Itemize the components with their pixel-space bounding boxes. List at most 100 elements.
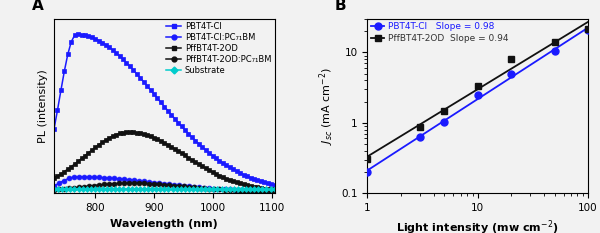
PffBT4T-2OD [102, 139, 109, 141]
Substrate [91, 188, 98, 190]
PBT4T-Cl:PC₇₁BM [95, 176, 103, 179]
PBT4T-Cl:PC₇₁BM [196, 186, 203, 189]
Legend: PBT4T-Cl, PBT4T-Cl:PC₇₁BM, PffBT4T-2OD, PffBT4T-2OD:PC₇₁BM, Substrate: PBT4T-Cl, PBT4T-Cl:PC₇₁BM, PffBT4T-2OD, … [166, 21, 272, 76]
PffBT4T-2OD:PC₇₁BM [55, 188, 62, 191]
PffBT4T-2OD:PC₇₁BM [101, 183, 108, 186]
PffBT4T-2OD:PC₇₁BM [146, 182, 153, 185]
PBT4T-Cl:PC₇₁BM [191, 185, 198, 188]
PffBT4T-2OD:PC₇₁BM [76, 186, 83, 189]
PBT4T-Cl:PC₇₁BM [201, 186, 208, 189]
PffBT4T-2OD:PC₇₁BM [206, 187, 213, 190]
PBT4T-Cl:PC₇₁BM [110, 177, 118, 180]
PBT4T-Cl:PC₇₁BM [106, 177, 113, 179]
PBT4T-Cl:PC₇₁BM [251, 188, 258, 191]
Text: A: A [32, 0, 44, 13]
PffBT4T-2OD:PC₇₁BM [221, 188, 228, 191]
PffBT4T-2OD:PC₇₁BM [261, 189, 268, 192]
PBT4T-Cl:PC₇₁BM [216, 188, 223, 190]
PBT4T-Cl [74, 33, 82, 36]
PffBT4T-2OD:PC₇₁BM [95, 184, 103, 186]
PffBT4T-2OD [271, 188, 278, 191]
PBT4T-Cl:PC₇₁BM [76, 175, 83, 178]
Line: PffBT4T-2OD: PffBT4T-2OD [52, 130, 277, 192]
PBT4T-Cl:PC₇₁BM [271, 188, 278, 191]
PBT4T-Cl:PC₇₁BM [121, 178, 128, 181]
PBT4T-Cl:PC₇₁BM [86, 176, 93, 178]
PffBT4T-2OD:PC₇₁BM [226, 189, 233, 192]
PffBT4T-2OD:PC₇₁BM [176, 185, 183, 187]
Legend: PBT4T-Cl   Slope = 0.98, PffBT4T-2OD  Slope = 0.94: PBT4T-Cl Slope = 0.98, PffBT4T-2OD Slope… [370, 21, 509, 44]
PffBT4T-2OD:PC₇₁BM [131, 182, 138, 185]
PffBT4T-2OD:PC₇₁BM [161, 183, 168, 186]
PffBT4T-2OD:PC₇₁BM [140, 182, 148, 185]
Substrate [50, 188, 58, 191]
PBT4T-Cl:PC₇₁BM [166, 183, 173, 186]
PBT4T-Cl:PC₇₁BM [50, 185, 58, 187]
PBT4T-Cl:PC₇₁BM [186, 185, 193, 188]
PBT4T-Cl:PC₇₁BM [246, 188, 253, 191]
PBT4T-Cl [264, 182, 271, 185]
PBT4T-Cl:PC₇₁BM [256, 188, 263, 191]
Y-axis label: PL (intensity): PL (intensity) [38, 69, 49, 143]
PBT4T-Cl:PC₇₁BM [226, 188, 233, 191]
PBT4T-Cl:PC₇₁BM [91, 176, 98, 179]
PffBT4T-2OD:PC₇₁BM [80, 185, 88, 188]
PBT4T-Cl:PC₇₁BM [211, 187, 218, 190]
Y-axis label: $J_{sc}$ (mA cm$^{-2}$): $J_{sc}$ (mA cm$^{-2}$) [317, 67, 335, 145]
Text: B: B [334, 0, 346, 13]
PffBT4T-2OD:PC₇₁BM [70, 186, 77, 189]
PBT4T-Cl:PC₇₁BM [176, 184, 183, 187]
PffBT4T-2OD [264, 188, 271, 190]
Line: PBT4T-Cl:PC₇₁BM: PBT4T-Cl:PC₇₁BM [52, 175, 277, 192]
Line: PBT4T-Cl: PBT4T-Cl [52, 32, 277, 187]
PBT4T-Cl:PC₇₁BM [80, 175, 88, 178]
PffBT4T-2OD:PC₇₁BM [116, 182, 123, 185]
PffBT4T-2OD:PC₇₁BM [151, 183, 158, 185]
PffBT4T-2OD [147, 135, 154, 137]
PBT4T-Cl:PC₇₁BM [125, 178, 133, 181]
PBT4T-Cl [106, 46, 113, 49]
Substrate [136, 188, 143, 191]
X-axis label: Light intensity (mw cm$^{-2}$): Light intensity (mw cm$^{-2}$) [397, 219, 559, 233]
Substrate [95, 188, 103, 190]
PBT4T-Cl:PC₇₁BM [231, 188, 238, 191]
PBT4T-Cl [167, 113, 175, 116]
PBT4T-Cl:PC₇₁BM [221, 188, 228, 191]
PBT4T-Cl:PC₇₁BM [70, 176, 77, 178]
PBT4T-Cl:PC₇₁BM [266, 188, 273, 191]
PBT4T-Cl:PC₇₁BM [116, 178, 123, 180]
PBT4T-Cl:PC₇₁BM [161, 182, 168, 185]
PffBT4T-2OD:PC₇₁BM [50, 188, 58, 191]
Substrate [75, 188, 82, 190]
PffBT4T-2OD:PC₇₁BM [121, 182, 128, 185]
PBT4T-Cl [147, 89, 154, 91]
PBT4T-Cl:PC₇₁BM [140, 180, 148, 183]
Substrate [165, 188, 172, 191]
PffBT4T-2OD [116, 132, 123, 135]
PffBT4T-2OD:PC₇₁BM [196, 186, 203, 189]
PffBT4T-2OD:PC₇₁BM [256, 189, 263, 192]
PBT4T-Cl:PC₇₁BM [241, 188, 248, 191]
PffBT4T-2OD [244, 184, 251, 187]
PBT4T-Cl [50, 128, 58, 130]
PBT4T-Cl:PC₇₁BM [61, 179, 68, 182]
PBT4T-Cl:PC₇₁BM [156, 182, 163, 185]
PffBT4T-2OD:PC₇₁BM [266, 189, 273, 192]
PBT4T-Cl [244, 175, 251, 178]
PffBT4T-2OD:PC₇₁BM [191, 186, 198, 189]
Substrate [271, 188, 278, 191]
PffBT4T-2OD:PC₇₁BM [106, 183, 113, 185]
PBT4T-Cl:PC₇₁BM [55, 182, 62, 185]
Line: Substrate: Substrate [52, 187, 277, 192]
PffBT4T-2OD:PC₇₁BM [136, 182, 143, 185]
PffBT4T-2OD:PC₇₁BM [211, 188, 218, 191]
Substrate [255, 188, 262, 191]
PffBT4T-2OD:PC₇₁BM [246, 189, 253, 192]
Substrate [267, 188, 274, 191]
PffBT4T-2OD:PC₇₁BM [236, 189, 243, 192]
PBT4T-Cl:PC₇₁BM [236, 188, 243, 191]
PffBT4T-2OD:PC₇₁BM [241, 189, 248, 192]
PffBT4T-2OD [50, 176, 58, 179]
PffBT4T-2OD [167, 145, 175, 148]
PffBT4T-2OD:PC₇₁BM [251, 189, 258, 192]
